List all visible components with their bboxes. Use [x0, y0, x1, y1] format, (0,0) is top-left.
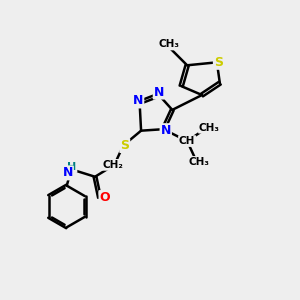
Text: N: N	[160, 124, 171, 137]
Text: CH: CH	[179, 136, 195, 146]
Text: N: N	[154, 85, 164, 98]
Text: CH₃: CH₃	[159, 40, 180, 50]
Text: CH₃: CH₃	[199, 123, 220, 133]
Text: O: O	[100, 191, 110, 204]
Text: CH₂: CH₂	[102, 160, 123, 170]
Text: H: H	[67, 162, 76, 172]
Text: N: N	[133, 94, 143, 107]
Text: N: N	[62, 167, 73, 179]
Text: CH₃: CH₃	[188, 157, 209, 167]
Text: S: S	[214, 56, 223, 69]
Text: S: S	[120, 139, 129, 152]
